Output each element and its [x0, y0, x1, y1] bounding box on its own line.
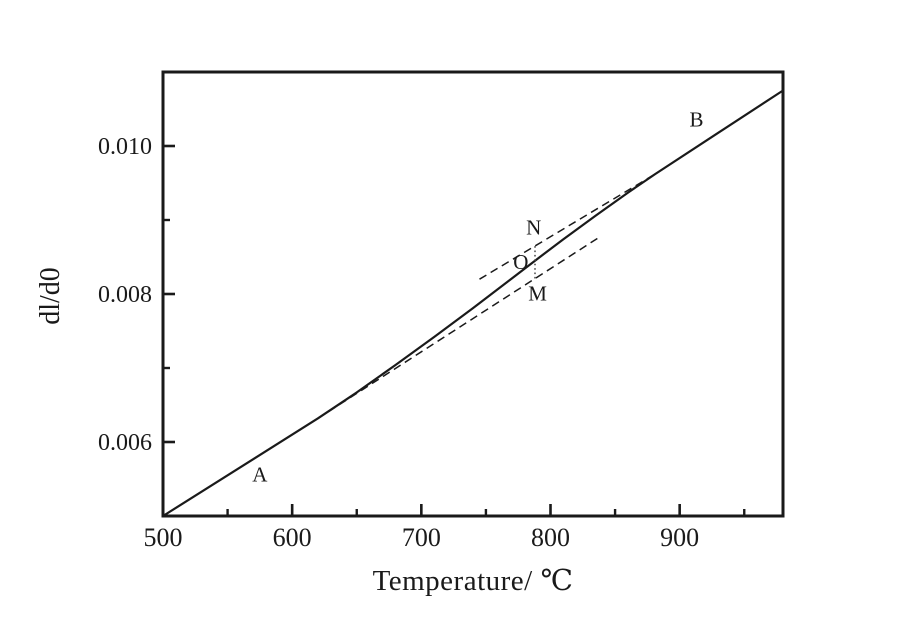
x-tick-label: 500 — [144, 523, 183, 552]
annotation-M: M — [528, 281, 547, 305]
annotation-A: A — [252, 463, 268, 487]
series-tangent-low-segment-extension — [327, 236, 601, 413]
x-tick-label: 700 — [402, 523, 441, 552]
y-tick-label: 0.006 — [98, 430, 152, 456]
x-tick-label: 600 — [273, 523, 312, 552]
y-tick-label: 0.010 — [98, 134, 152, 160]
x-tick-label: 900 — [660, 523, 699, 552]
annotation-B: B — [689, 107, 703, 131]
series-tangent-high-segment-extension — [479, 173, 656, 280]
y-tick-label: 0.008 — [98, 282, 152, 308]
annotation-N: N — [526, 215, 541, 239]
x-tick-label: 800 — [531, 523, 570, 552]
x-axis-title: Temperature/ ℃ — [372, 565, 574, 597]
plot-frame — [161, 70, 785, 518]
y-axis-title: dl/d0 — [35, 267, 66, 325]
annotation-O: O — [513, 250, 528, 274]
series-dilation-curve — [162, 89, 784, 517]
